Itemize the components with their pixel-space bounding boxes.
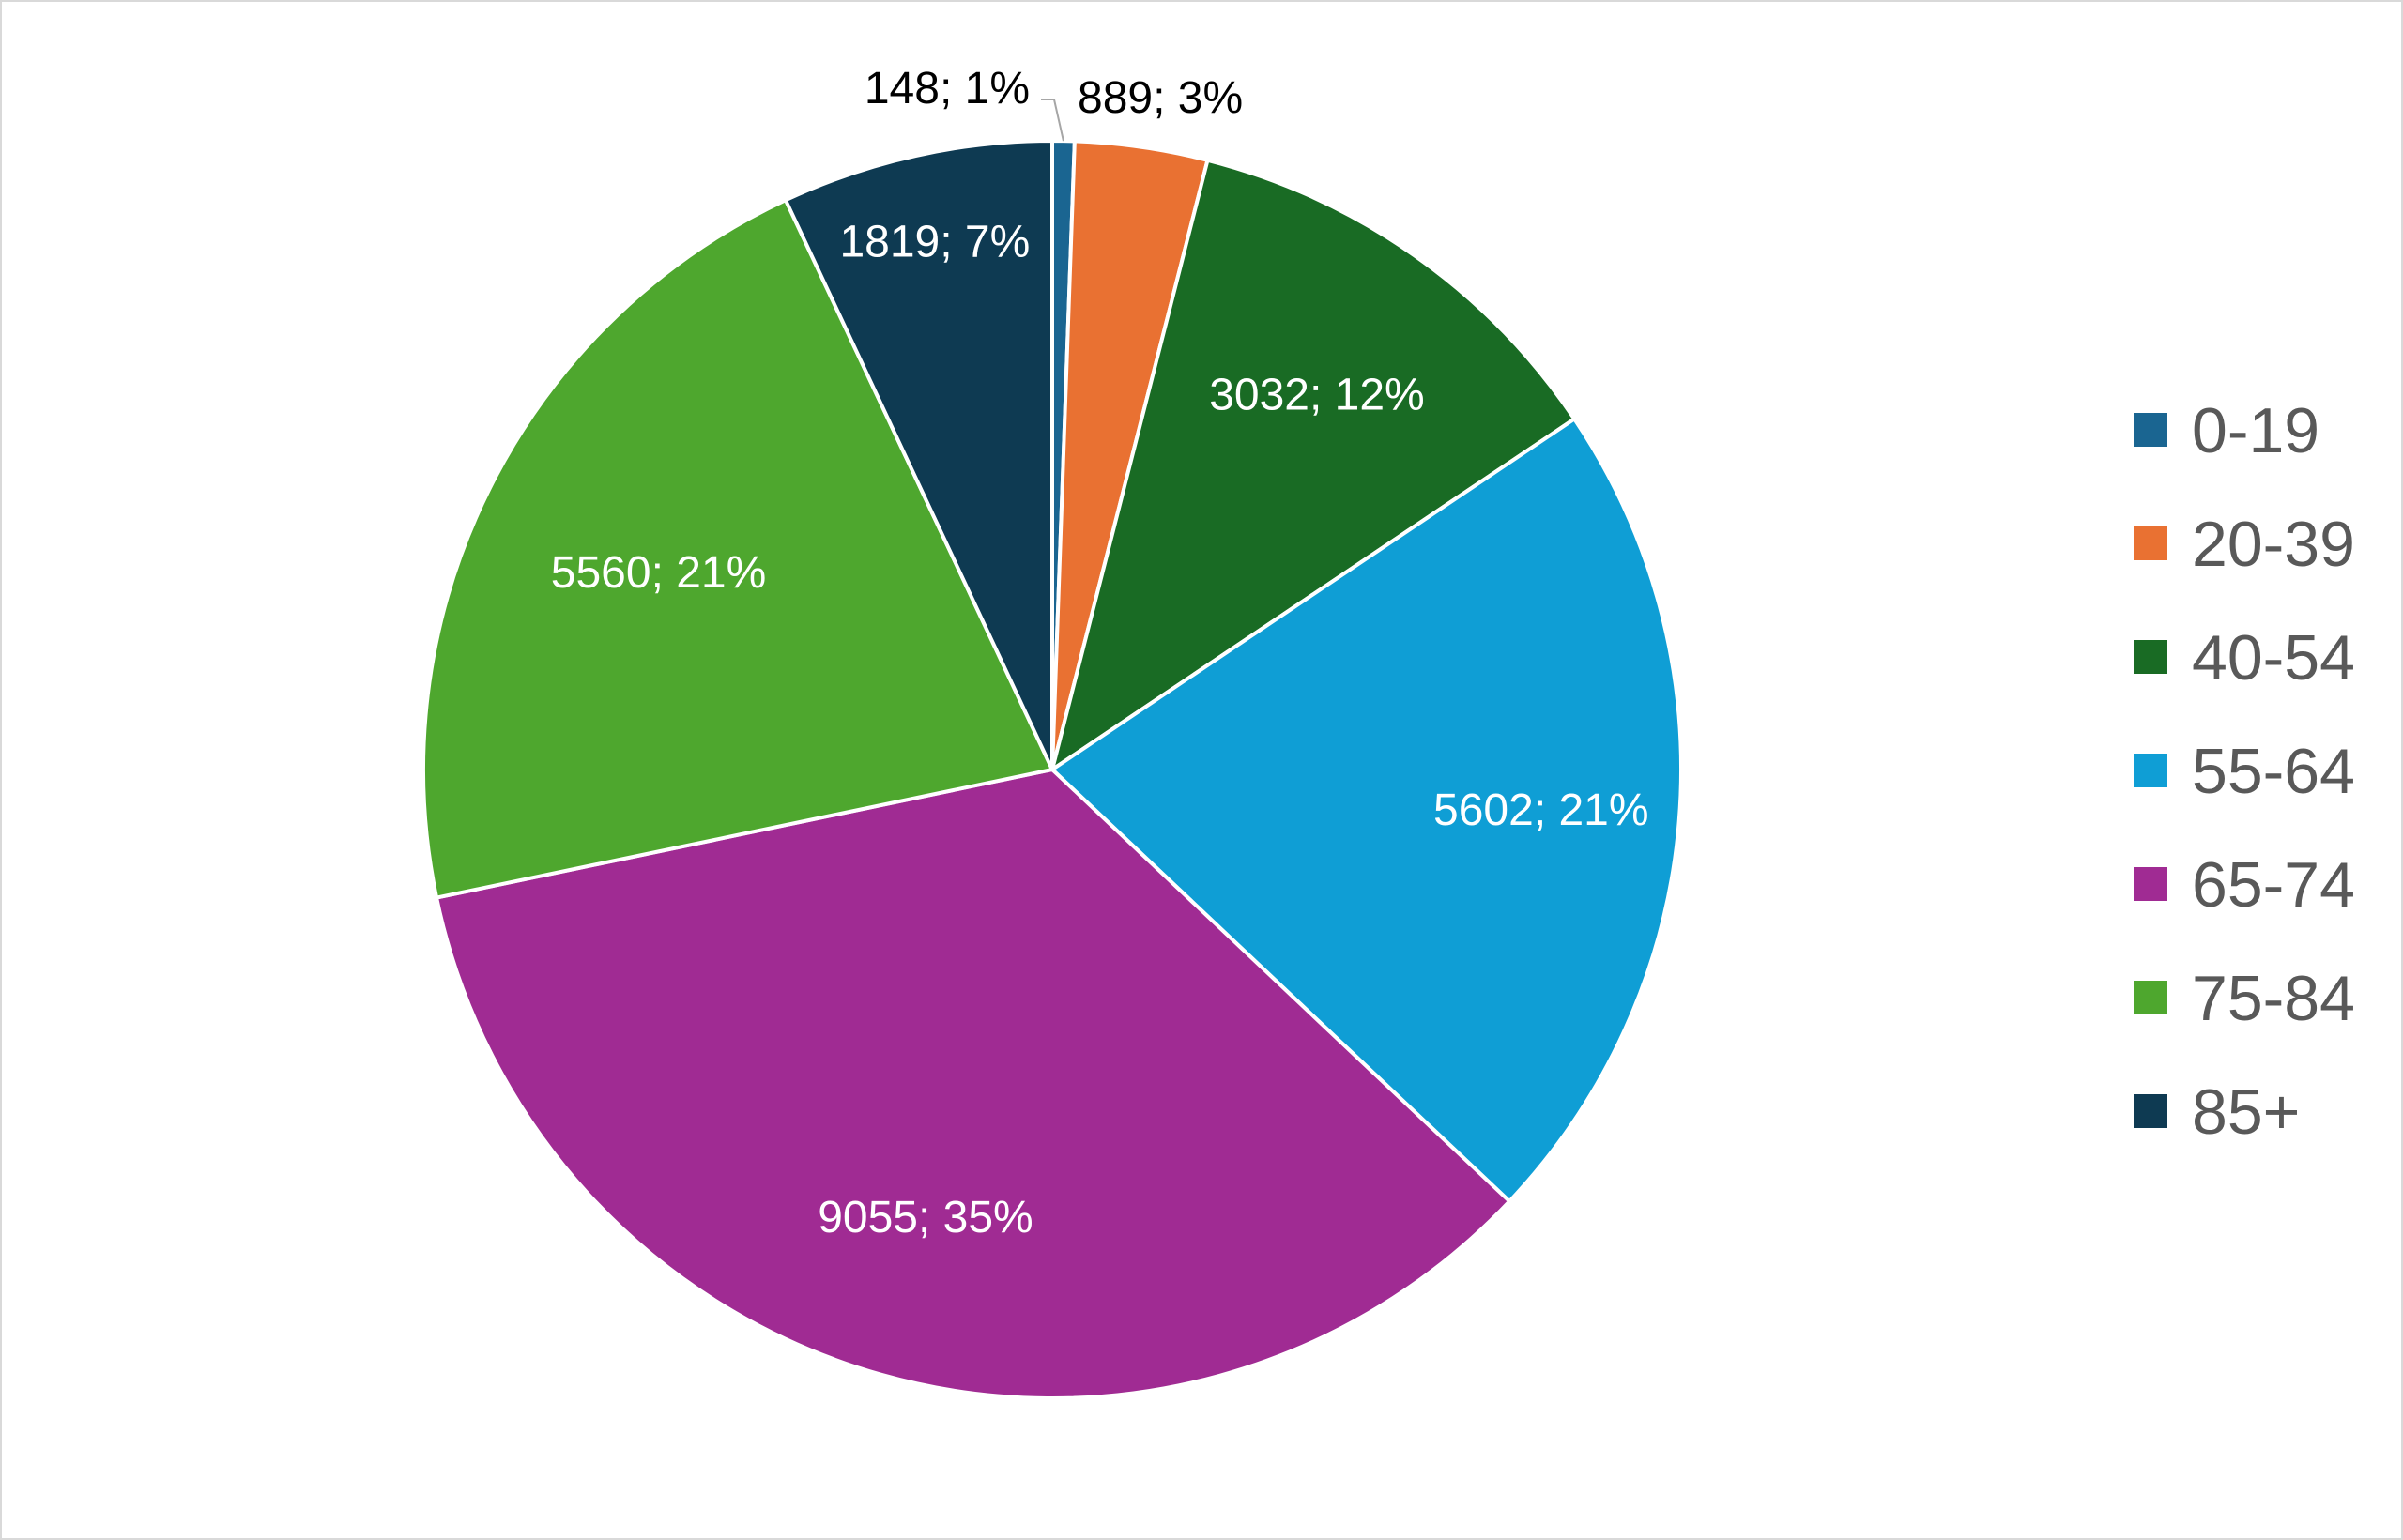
leader-lines bbox=[1041, 99, 1064, 142]
legend-label-85plus: 85+ bbox=[2192, 1076, 2300, 1148]
legend-label-65-74: 65-74 bbox=[2192, 849, 2355, 921]
data-label-0-19: 148; 1% bbox=[865, 64, 1030, 114]
legend-item-55-64: 55-64 bbox=[2134, 736, 2355, 807]
data-label-65-74: 9055; 35% bbox=[818, 1193, 1033, 1243]
legend-label-0-19: 0-19 bbox=[2192, 395, 2319, 466]
pie-slice-75-84 bbox=[421, 198, 1054, 900]
legend-label-40-54: 40-54 bbox=[2192, 622, 2355, 694]
legend-swatch-40-54 bbox=[2134, 640, 2167, 674]
data-label-55-64: 5602; 21% bbox=[1433, 785, 1649, 835]
data-label-40-54: 3032; 12% bbox=[1209, 370, 1425, 419]
legend-item-65-74: 65-74 bbox=[2134, 849, 2355, 921]
legend-label-20-39: 20-39 bbox=[2192, 509, 2355, 580]
data-label-20-39: 889; 3% bbox=[1078, 73, 1243, 123]
legend-item-85plus: 85+ bbox=[2134, 1076, 2300, 1148]
pie-slice-65-74 bbox=[435, 768, 1512, 1400]
legend-item-75-84: 75-84 bbox=[2134, 963, 2355, 1034]
legend-swatch-20-39 bbox=[2134, 526, 2167, 560]
leader-line-0-19 bbox=[1041, 99, 1064, 142]
data-labels: 148; 1% 889; 3% 3032; 12% 5602; 21% 9055; 35… bbox=[551, 64, 1649, 1243]
pie-slice-85plus bbox=[783, 139, 1054, 771]
data-label-75-84: 5560; 21% bbox=[551, 548, 767, 598]
legend-item-40-54: 40-54 bbox=[2134, 622, 2355, 694]
legend-swatch-75-84 bbox=[2134, 981, 2167, 1014]
legend-swatch-55-64 bbox=[2134, 754, 2167, 787]
legend-item-20-39: 20-39 bbox=[2134, 509, 2355, 580]
pie-slice-55-64 bbox=[1050, 417, 1683, 1204]
legend-label-75-84: 75-84 bbox=[2192, 963, 2355, 1034]
pie-slice-40-54 bbox=[1050, 158, 1577, 771]
legend-label-55-64: 55-64 bbox=[2192, 736, 2355, 807]
legend: 0-19 20-39 40-54 55-64 65-74 75-84 85+ bbox=[2134, 395, 2355, 1148]
pie-slices bbox=[421, 139, 1683, 1400]
data-label-85plus: 1819; 7% bbox=[839, 218, 1030, 267]
legend-item-0-19: 0-19 bbox=[2134, 395, 2319, 466]
legend-swatch-0-19 bbox=[2134, 413, 2167, 447]
legend-swatch-85plus bbox=[2134, 1094, 2167, 1128]
legend-swatch-65-74 bbox=[2134, 867, 2167, 901]
